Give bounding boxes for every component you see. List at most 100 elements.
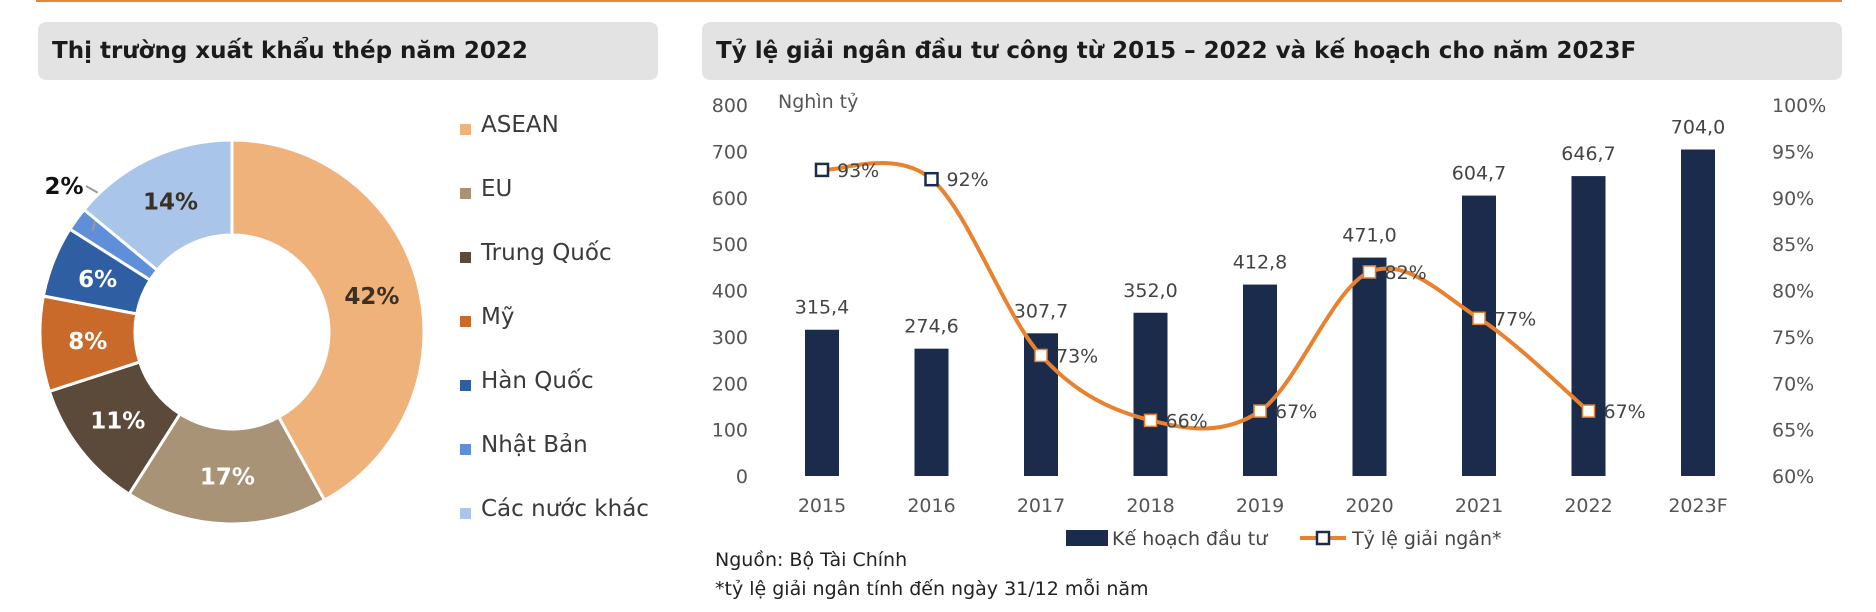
bar [1681, 149, 1715, 476]
legend-label: Hàn Quốc [481, 368, 594, 394]
line-marker [1472, 311, 1486, 326]
legend-label: ASEAN [481, 112, 559, 138]
legend-label: Trung Quốc [481, 240, 612, 266]
legend-label: Nhật Bản [481, 432, 588, 458]
line-value-label: 66% [1166, 410, 1208, 432]
bar-value-label: 471,0 [1342, 225, 1396, 247]
legend-item: Trung Quốc [460, 240, 650, 304]
bar [1571, 176, 1606, 476]
y-axis-unit-label: Nghìn tỷ [778, 91, 858, 113]
line-marker [1143, 413, 1158, 428]
line-marker [1362, 265, 1377, 279]
y-right-tick: 65% [1772, 420, 1814, 442]
line-marker [814, 162, 830, 178]
y-left-tick: 200 [712, 373, 748, 395]
legend-bar-swatch [1066, 530, 1108, 546]
bar-value-label: 352,0 [1123, 280, 1177, 302]
legend-swatch [460, 188, 471, 199]
donut-legend: ASEAN EU Trung Quốc Mỹ Hàn Quốc Nhật Bản Các n… [460, 112, 650, 560]
line-value-label: 93% [837, 160, 879, 182]
legend-item: ASEAN [460, 112, 650, 176]
bar [1462, 195, 1496, 476]
source-note: Nguồn: Bộ Tài Chính *tỷ lệ giải ngân tín… [715, 546, 1149, 604]
x-tick-label: 2016 [907, 495, 955, 517]
legend-swatch [460, 380, 471, 391]
legend-item: Mỹ [460, 304, 650, 368]
legend-item: Hàn Quốc [460, 368, 650, 432]
line-value-label: 82% [1385, 262, 1427, 284]
legend-item: Các nước khác [460, 496, 650, 560]
pie-panel-title: Thị trường xuất khẩu thép năm 2022 [38, 22, 658, 80]
legend-label: EU [481, 176, 513, 202]
line-value-label: 73% [1056, 345, 1098, 367]
y-left-tick: 100 [712, 420, 748, 442]
y-left-tick: 600 [712, 188, 748, 210]
donut-slice [230, 138, 426, 503]
line-marker [924, 171, 939, 187]
y-left-tick: 800 [712, 95, 748, 117]
bar [1243, 284, 1277, 476]
y-left-tick: 300 [712, 327, 748, 349]
x-tick-label: 2020 [1345, 495, 1393, 517]
y-left-tick: 700 [712, 141, 748, 163]
line-marker [1253, 404, 1267, 418]
y-right-tick: 95% [1772, 141, 1814, 163]
y-right-tick: 75% [1772, 327, 1814, 349]
legend-label: Mỹ [481, 304, 515, 330]
x-tick-label: 2017 [1017, 495, 1065, 517]
line-value-label: 77% [1494, 308, 1536, 330]
bar-panel-title: Tỷ lệ giải ngân đầu tư công từ 2015 – 20… [702, 22, 1842, 80]
legend-swatch [460, 252, 471, 263]
y-right-tick: 80% [1772, 281, 1814, 303]
disbursement-line [821, 161, 1590, 431]
legend-label: Tỷ lệ giải ngân* [1351, 528, 1502, 550]
bar-value-label: 315,4 [795, 297, 849, 319]
line-marker [1581, 404, 1596, 418]
legend-item: EU [460, 176, 650, 240]
x-tick-label: 2022 [1564, 495, 1612, 517]
legend-swatch [460, 508, 471, 519]
line-value-label: 92% [947, 169, 989, 191]
slice-label: 6% [78, 267, 117, 293]
bar-value-label: 604,7 [1452, 163, 1506, 185]
bar [805, 329, 839, 476]
y-left-tick: 400 [712, 281, 748, 303]
x-tick-label: 2019 [1236, 495, 1284, 517]
line-marker [1034, 348, 1048, 363]
legend-label: Các nước khác [481, 496, 649, 522]
donut-slice [81, 138, 234, 273]
x-tick-label: 2021 [1455, 495, 1503, 517]
bar [1024, 333, 1058, 476]
y-right-tick: 90% [1772, 188, 1814, 210]
legend-swatch [460, 124, 471, 135]
y-right-tick: 70% [1772, 373, 1814, 395]
legend-item: Nhật Bản [460, 432, 650, 496]
y-left-tick: 500 [712, 234, 748, 256]
bar-value-label: 307,7 [1014, 300, 1068, 322]
slice-label: 17% [200, 464, 255, 490]
y-left-tick: 0 [736, 466, 748, 488]
bar-value-label: 704,0 [1671, 117, 1725, 139]
bar [1352, 257, 1387, 476]
footnote-line: *tỷ lệ giải ngân tính đến ngày 31/12 mỗi… [715, 578, 1149, 600]
slice-label: 11% [90, 409, 145, 435]
source-line: Nguồn: Bộ Tài Chính [715, 549, 908, 571]
legend-line-marker [1315, 530, 1331, 546]
slice-label: 8% [68, 329, 107, 355]
x-tick-label: 2018 [1126, 495, 1174, 517]
slice-label: 42% [344, 284, 399, 310]
bar-value-label: 646,7 [1561, 143, 1615, 165]
bar-value-label: 274,6 [904, 316, 958, 338]
y-right-tick: 60% [1772, 466, 1814, 488]
line-value-label: 67% [1604, 401, 1646, 423]
bar-value-label: 412,8 [1233, 252, 1287, 274]
donut-chart: 42% 17% 11% 8% 6% 2% 14% [38, 138, 426, 526]
x-tick-label: 2023F [1668, 495, 1727, 517]
slice-label: 2% [44, 174, 83, 200]
donut-slice [127, 411, 327, 526]
y-right-tick: 100% [1772, 95, 1826, 117]
x-tick-label: 2015 [798, 495, 846, 517]
bar [914, 348, 949, 476]
line-value-label: 67% [1275, 401, 1317, 423]
slice-label: 14% [143, 189, 198, 215]
